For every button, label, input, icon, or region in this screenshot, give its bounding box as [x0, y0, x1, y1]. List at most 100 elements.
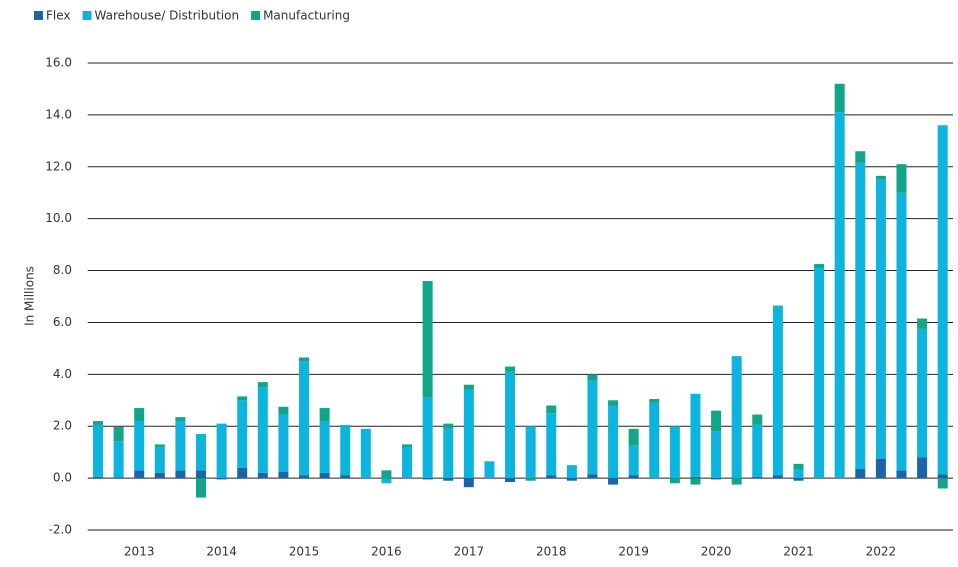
bar-segment — [711, 478, 722, 480]
y-tick-label: 4.0 — [53, 367, 72, 381]
bar-segment — [711, 410, 722, 432]
x-tick-label: 2013 — [124, 545, 155, 559]
bar-segment — [628, 475, 639, 479]
bar-segment — [463, 389, 474, 479]
bar-segment — [669, 426, 680, 479]
bar-segment — [505, 478, 516, 483]
x-tick-label: 2019 — [618, 545, 649, 559]
bar-segment — [422, 397, 433, 479]
x-tick-label: 2021 — [783, 545, 814, 559]
bar-segment — [793, 463, 804, 470]
bar-segment — [93, 476, 104, 479]
bar-segment — [793, 469, 804, 479]
bar-segment — [649, 398, 660, 403]
bar-segment — [546, 475, 557, 479]
legend-label: Warehouse/ Distribution — [95, 9, 240, 23]
y-tick-label: 0.0 — [53, 471, 72, 485]
bar-segment — [505, 366, 516, 372]
bar-segment — [134, 408, 145, 422]
bar-segment — [299, 475, 310, 479]
bar-segment — [154, 446, 165, 473]
bar-segment — [278, 406, 289, 415]
bar-segment — [566, 478, 577, 481]
bar-segment — [319, 472, 330, 479]
bar-segment — [402, 446, 413, 479]
bar-segment — [360, 428, 371, 479]
bar-segment — [381, 470, 392, 479]
bar-segment — [855, 151, 866, 163]
bar-segment — [93, 424, 104, 477]
bar-segment — [525, 426, 536, 479]
bar-segment — [216, 423, 227, 479]
bar-segment — [278, 414, 289, 472]
bar-segment — [834, 83, 845, 113]
bar-segment — [917, 328, 928, 458]
bar-segment — [875, 458, 886, 479]
x-tick-label: 2018 — [536, 545, 567, 559]
bar-segment — [299, 361, 310, 476]
bar-segment — [422, 478, 433, 480]
bar-segment — [608, 400, 619, 406]
bar-segment — [402, 444, 413, 447]
bar-segment — [669, 478, 680, 484]
bar-segment — [113, 477, 124, 479]
x-tick-label: 2020 — [701, 545, 732, 559]
bar-segment — [731, 356, 742, 479]
bar-segment — [628, 445, 639, 476]
bar-segment — [422, 280, 433, 398]
bar-segment — [175, 470, 186, 479]
bar-segment — [134, 470, 145, 479]
bar-segment — [772, 475, 783, 479]
bar-segment — [690, 393, 701, 477]
bar-segment — [731, 478, 742, 485]
bar-segment — [546, 405, 557, 414]
y-tick-label: 12.0 — [45, 159, 72, 173]
bar-segment — [525, 478, 536, 481]
bar-segment — [752, 476, 763, 479]
y-tick-label: 6.0 — [53, 315, 72, 329]
bar-segment — [628, 428, 639, 446]
bar-segment — [917, 318, 928, 329]
bar-segment — [917, 457, 928, 479]
x-tick-label: 2014 — [206, 545, 237, 559]
bar-segment — [319, 421, 330, 473]
bar-segment — [175, 417, 186, 422]
bar-segment — [772, 305, 783, 307]
bar-segment — [484, 461, 495, 479]
x-tick-label: 2017 — [454, 545, 485, 559]
bar-segment — [937, 474, 948, 479]
bar-segment — [257, 387, 268, 473]
legend-swatch — [251, 11, 261, 20]
y-tick-label: 14.0 — [45, 107, 72, 121]
bar-segment — [93, 421, 104, 425]
bar-segment — [113, 441, 124, 478]
bar-segment — [319, 408, 330, 422]
bar-segment — [237, 400, 248, 468]
x-tick-label: 2022 — [866, 545, 897, 559]
bar-segment — [711, 431, 722, 479]
bar-segment — [443, 478, 454, 481]
legend-swatch — [34, 11, 43, 20]
bar-segment — [546, 413, 557, 476]
bar-segment — [196, 434, 207, 471]
bar-segment — [154, 472, 165, 479]
y-tick-label: 2.0 — [53, 419, 72, 433]
bar-segment — [134, 421, 145, 471]
bar-segment — [587, 380, 598, 475]
bar-segment — [278, 471, 289, 479]
bar-segment — [587, 474, 598, 479]
y-tick-label: 8.0 — [53, 263, 72, 277]
bar-segment — [937, 125, 948, 475]
bar-segment — [608, 405, 619, 479]
x-tick-label: 2016 — [371, 545, 402, 559]
bar-segment — [690, 476, 701, 479]
y-tick-label: 10.0 — [45, 211, 72, 225]
bar-segment — [855, 469, 866, 479]
bar-segment — [340, 424, 351, 476]
bar-segment — [463, 384, 474, 390]
bar-segment — [175, 421, 186, 471]
bar-segment — [855, 162, 866, 470]
bar-segment — [443, 423, 454, 429]
bar-segment — [257, 472, 268, 479]
legend-swatch — [82, 11, 92, 20]
